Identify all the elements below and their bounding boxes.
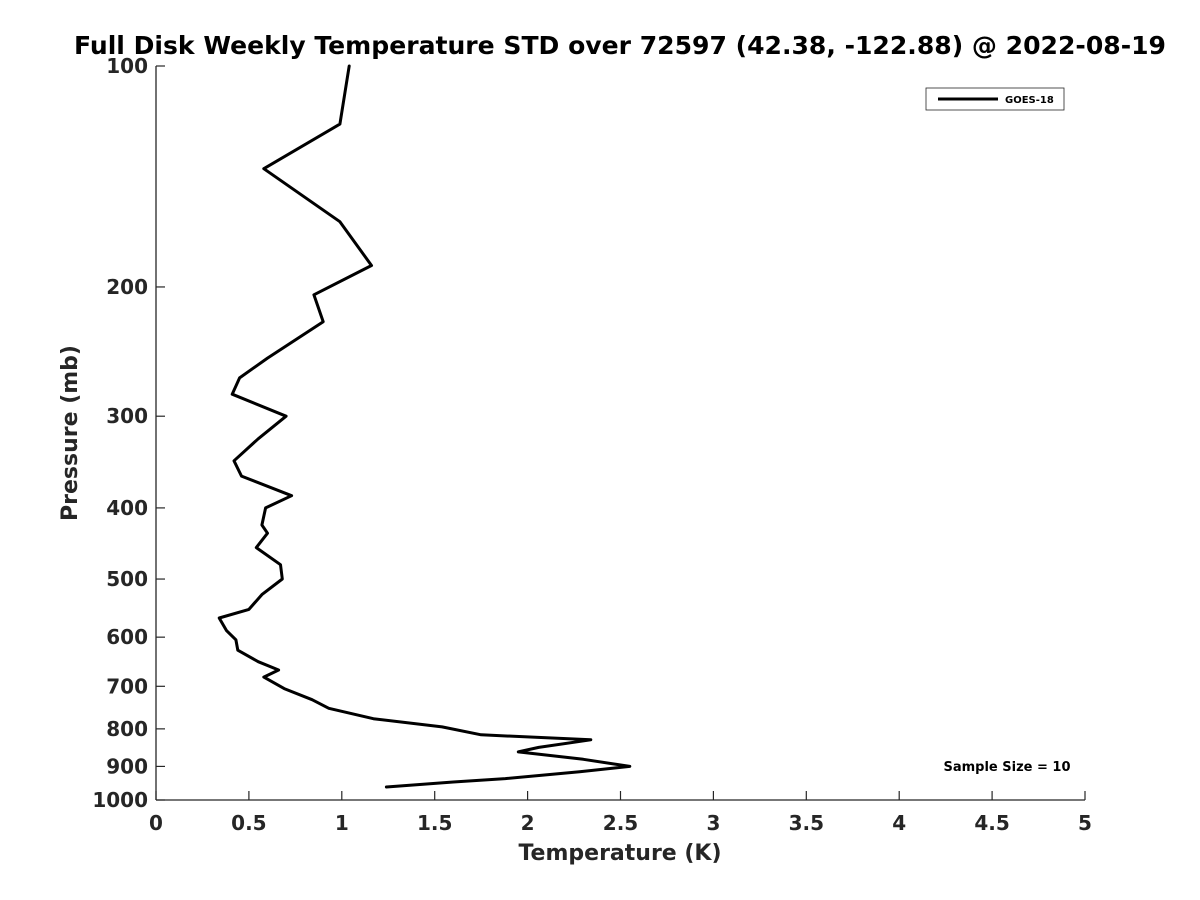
y-tick-label-6: 700 <box>106 674 148 698</box>
series-layer <box>217 64 632 789</box>
sample-size-annotation: Sample Size = 10 <box>943 760 1070 775</box>
x-tick-label-6: 3 <box>706 811 720 835</box>
legend-label-goes-18: GOES-18 <box>1005 95 1054 106</box>
y-axis-label: Pressure (mb) <box>58 345 83 521</box>
x-tick-label-2: 1 <box>335 811 349 835</box>
series-line-goes-18 <box>217 64 632 789</box>
x-tick-label-1: 0.5 <box>231 811 266 835</box>
y-tick-label-7: 800 <box>106 717 148 741</box>
y-tick-label-3: 400 <box>106 496 148 520</box>
y-tick-label-0: 100 <box>106 54 148 78</box>
y-tick-label-1: 200 <box>106 275 148 299</box>
y-tick-label-5: 600 <box>106 625 148 649</box>
y-tick-label-4: 500 <box>106 567 148 591</box>
y-tick-label-9: 1000 <box>92 788 148 812</box>
x-tick-label-8: 4 <box>892 811 906 835</box>
y-tick-label-8: 900 <box>106 754 148 778</box>
x-tick-label-0: 0 <box>149 811 163 835</box>
x-tick-label-5: 2.5 <box>603 811 638 835</box>
x-tick-label-9: 4.5 <box>974 811 1009 835</box>
x-axis-label: Temperature (K) <box>518 841 721 866</box>
x-tick-label-7: 3.5 <box>789 811 824 835</box>
x-tick-label-10: 5 <box>1078 811 1092 835</box>
legend: GOES-18 <box>925 87 1065 111</box>
y-tick-label-2: 300 <box>106 404 148 428</box>
plot-axes <box>155 66 1085 801</box>
chart-title: Full Disk Weekly Temperature STD over 72… <box>74 31 1166 60</box>
x-tick-label-4: 2 <box>521 811 535 835</box>
y-ticks: 100 200 300 400 500 600 700 800 900 1000 <box>92 54 165 812</box>
x-tick-label-3: 1.5 <box>417 811 452 835</box>
x-ticks: 0 0.5 1 1.5 2 2.5 3 3.5 4 4.5 5 <box>149 791 1092 835</box>
